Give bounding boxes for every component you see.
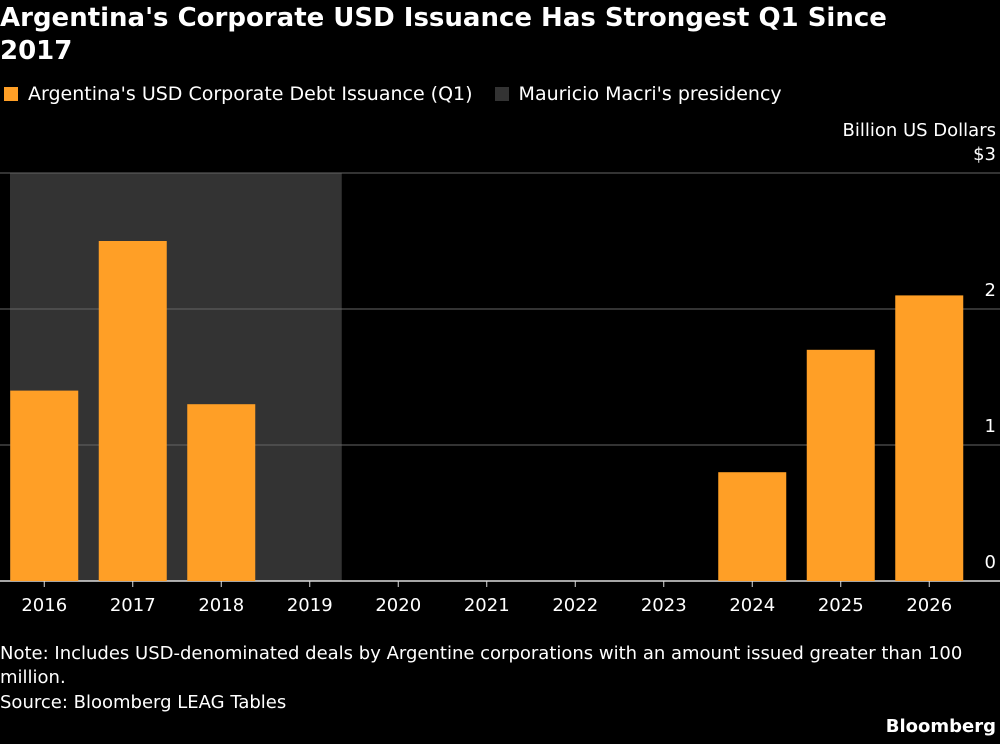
y-tick-label: 1 bbox=[985, 416, 996, 437]
note: Note: Includes USD-denominated deals by … bbox=[0, 643, 963, 688]
x-tick-label: 2016 bbox=[21, 595, 67, 616]
bar bbox=[718, 472, 787, 581]
chart: Billion US Dollars 0 1 2 $3 2016 2017 2018 2019… bbox=[0, 120, 1000, 616]
brand: Bloomberg bbox=[885, 716, 996, 737]
legend-swatch bbox=[4, 87, 18, 101]
bar bbox=[10, 390, 79, 581]
y-tick-label: $3 bbox=[973, 144, 996, 165]
y-tick-label: 2 bbox=[985, 280, 996, 301]
bar bbox=[187, 404, 256, 581]
source: Source: Bloomberg LEAG Tables bbox=[0, 692, 287, 713]
bar bbox=[895, 295, 964, 581]
y-tick-label: 0 bbox=[985, 552, 996, 573]
legend-label: Mauricio Macri's presidency bbox=[518, 83, 782, 105]
x-tick-label: 2026 bbox=[906, 595, 952, 616]
x-tick-label: 2021 bbox=[464, 595, 510, 616]
x-tick-label: 2017 bbox=[110, 595, 156, 616]
x-tick-label: 2022 bbox=[552, 595, 598, 616]
legend-item: Argentina's USD Corporate Debt Issuance … bbox=[4, 83, 473, 105]
chart-title: Argentina's Corporate USD Issuance Has S… bbox=[0, 3, 887, 66]
x-tick-label: 2025 bbox=[818, 595, 864, 616]
y-axis-label: Billion US Dollars bbox=[842, 120, 996, 141]
x-tick-label: 2023 bbox=[641, 595, 687, 616]
x-tick-label: 2024 bbox=[729, 595, 775, 616]
bar bbox=[98, 241, 167, 581]
x-tick-label: 2019 bbox=[287, 595, 333, 616]
legend-swatch bbox=[494, 87, 509, 101]
legend: Argentina's USD Corporate Debt Issuance … bbox=[4, 83, 782, 105]
x-tick-label: 2020 bbox=[375, 595, 421, 616]
x-tick-label: 2018 bbox=[198, 595, 244, 616]
legend-item: Mauricio Macri's presidency bbox=[494, 83, 782, 105]
legend-label: Argentina's USD Corporate Debt Issuance … bbox=[28, 83, 473, 105]
bar bbox=[806, 349, 875, 581]
